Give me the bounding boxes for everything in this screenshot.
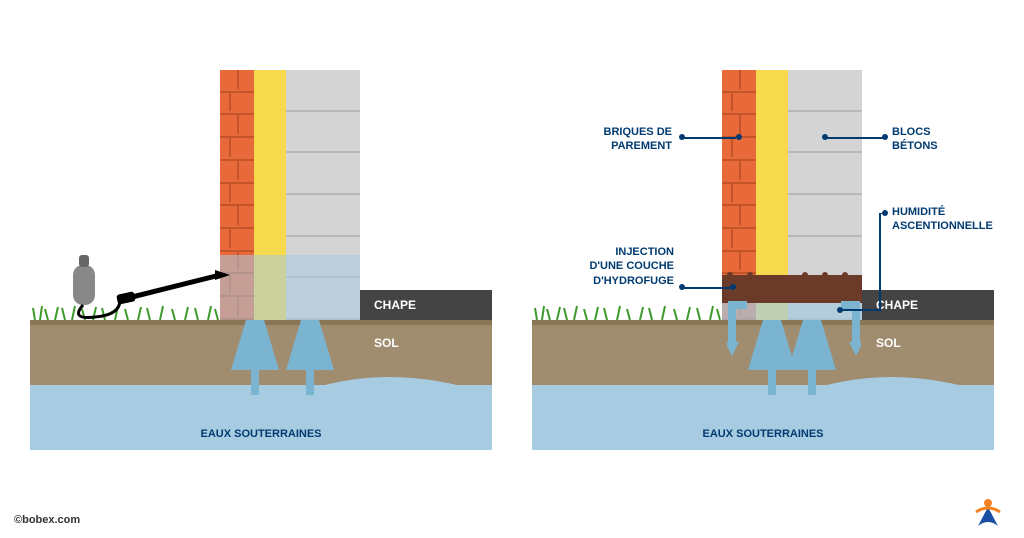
panel-after: EAUX SOUTERRAINES CHAPE SOL bbox=[532, 30, 994, 460]
callout-line bbox=[682, 137, 736, 139]
panel-before: EAUX SOUTERRAINES CHAPE SOL bbox=[30, 30, 492, 460]
callout-dot bbox=[730, 284, 736, 290]
brand-logo-icon bbox=[970, 496, 1006, 532]
callout-line bbox=[825, 137, 885, 139]
groundwater-label: EAUX SOUTERRAINES bbox=[532, 428, 994, 440]
callout-dot bbox=[736, 134, 742, 140]
sol-label: SOL bbox=[360, 330, 492, 355]
label-injection: INJECTION D'UNE COUCHE D'HYDROFUGE bbox=[574, 245, 674, 288]
rising-damp bbox=[220, 255, 360, 320]
label-humidite: HUMIDITÉ ASCENTIONNELLE bbox=[892, 205, 993, 234]
pressure-sprayer-icon bbox=[65, 245, 235, 325]
label-briques: BRIQUES DE PAREMENT bbox=[582, 125, 672, 154]
groundwater-label: EAUX SOUTERRAINES bbox=[30, 428, 492, 440]
sol-label: SOL bbox=[862, 330, 994, 355]
callout-line bbox=[840, 213, 888, 313]
label-blocs: BLOCS BÉTONS bbox=[892, 125, 938, 154]
callout-line bbox=[682, 287, 730, 289]
grass bbox=[532, 300, 722, 320]
callout-dot bbox=[882, 210, 888, 216]
deflected-arrow-icon bbox=[727, 300, 751, 360]
callout-dot bbox=[882, 134, 888, 140]
moisture-arrows bbox=[230, 320, 350, 400]
chape-slab: CHAPE bbox=[360, 290, 492, 320]
copyright: ©bobex.com bbox=[14, 514, 80, 526]
chape-label: CHAPE bbox=[374, 298, 416, 312]
